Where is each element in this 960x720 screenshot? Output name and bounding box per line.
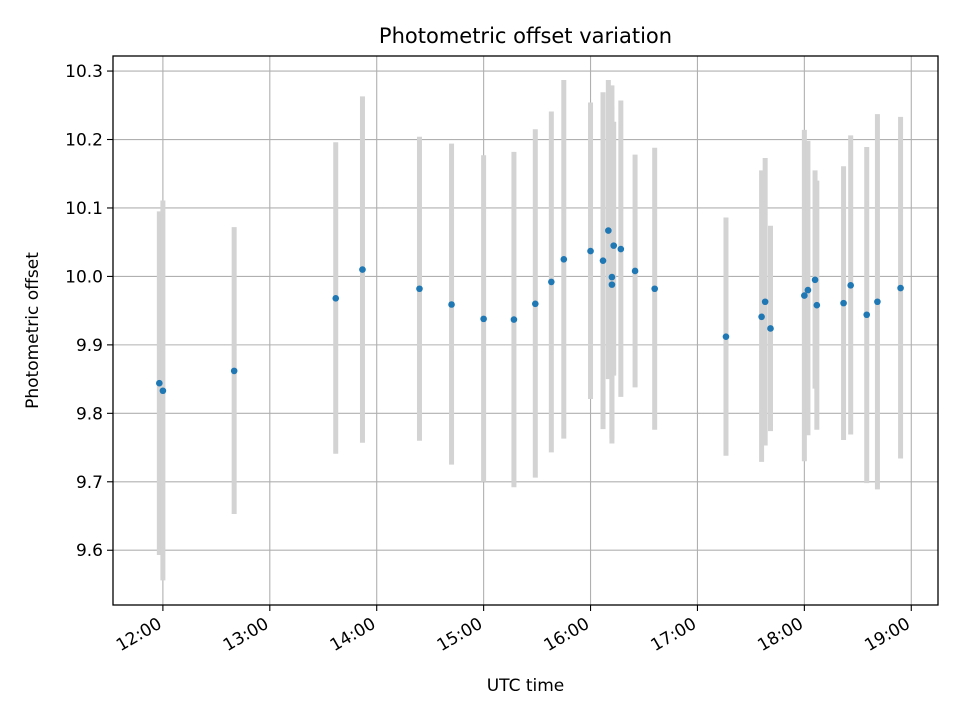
data-point: [416, 285, 423, 293]
y-tick-label: 10.3: [65, 62, 103, 82]
data-point: [767, 325, 774, 332]
y-tick-label: 9.6: [76, 541, 103, 561]
chart-title: Photometric offset variation: [379, 24, 672, 48]
y-tick-label: 9.7: [76, 473, 103, 493]
data-point: [608, 273, 616, 281]
data-point: [847, 282, 854, 289]
data-point: [532, 300, 539, 308]
data-point: [722, 333, 730, 340]
data-point: [840, 299, 847, 307]
data-point: [801, 292, 808, 299]
y-tick-label: 9.9: [76, 336, 103, 356]
data-point: [587, 247, 594, 255]
data-point: [599, 257, 607, 264]
data-point: [608, 281, 616, 288]
data-point: [560, 256, 568, 263]
data-point: [617, 245, 625, 253]
data-point: [651, 285, 658, 293]
data-point: [813, 301, 821, 309]
data-point: [863, 311, 871, 319]
plot-frame: [112, 55, 939, 606]
data-point: [804, 286, 812, 294]
data-point: [332, 295, 340, 302]
grid: [113, 56, 938, 605]
data-point: [761, 298, 769, 306]
data-point: [631, 267, 639, 275]
data-point: [448, 301, 455, 308]
data-point: [605, 227, 612, 234]
y-tick-label: 9.8: [76, 404, 103, 424]
data-point: [156, 379, 163, 387]
data-point: [359, 266, 366, 273]
data-point: [897, 284, 904, 292]
y-tick-label: 10.1: [65, 199, 103, 219]
y-axis-label: Photometric offset: [23, 252, 43, 409]
y-tick-label: 10.0: [65, 267, 103, 287]
data-point: [159, 387, 167, 395]
data-point: [480, 315, 487, 323]
data-point: [811, 276, 819, 284]
data-point: [510, 316, 518, 323]
data-points: [156, 227, 904, 395]
data-point: [758, 313, 765, 321]
data-point: [874, 298, 881, 306]
data-point: [610, 242, 618, 249]
data-point: [230, 367, 238, 375]
data-point: [548, 278, 555, 286]
x-axis-label: UTC time: [487, 676, 565, 696]
y-axis: 9.6 9.7 9.8 9.9 10.0 10.1 10.2 10.3: [65, 62, 113, 561]
y-tick-label: 10.2: [65, 131, 103, 151]
